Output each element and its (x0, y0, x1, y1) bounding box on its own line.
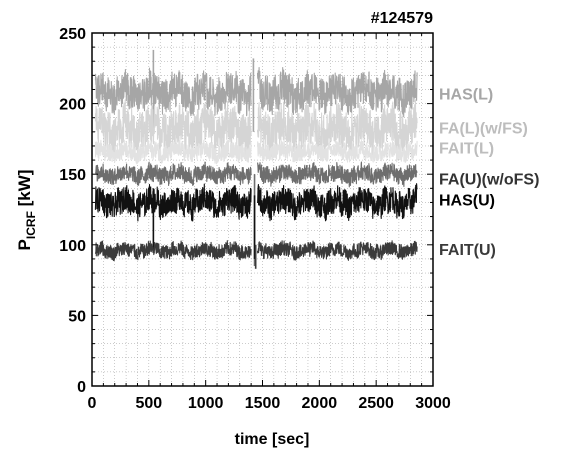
legend-label: FAIT(U) (439, 242, 496, 259)
y-tick-label: 150 (59, 167, 86, 184)
y-axis-label-subscript: ICRF (24, 211, 38, 239)
x-axis-label: time [sec] (235, 431, 310, 448)
series-layer (94, 49, 418, 269)
y-axis-label-main: P (15, 239, 34, 250)
legend-label: HAS(L) (439, 87, 493, 104)
series-FA(L)(w/FS) (94, 99, 418, 159)
legend-label: FAIT(L) (439, 140, 494, 157)
x-tick-label: 2500 (358, 395, 394, 412)
x-tick-label: 500 (135, 395, 162, 412)
series-FAIT(U) (94, 240, 418, 269)
y-tick-label: 100 (59, 238, 86, 255)
x-tick-label: 3000 (415, 395, 451, 412)
shot-number-label: #124579 (371, 10, 433, 27)
y-axis-label-unit: [kW] (15, 170, 34, 212)
series-trace (94, 99, 418, 159)
grid-layer (92, 33, 433, 386)
x-tick-label: 1000 (188, 395, 224, 412)
legend-label: HAS(U) (439, 193, 495, 210)
series-trace (94, 240, 418, 262)
y-tick-label: 250 (59, 26, 86, 43)
x-tick-label: 0 (88, 395, 97, 412)
x-tick-label: 1500 (245, 395, 281, 412)
legend-layer: HAS(L) FA(L)(w/FS) FAIT(L) FA(U)(w/oFS) HAS(… (439, 87, 539, 259)
tick-layer: 0 500 1000 1500 2000 2500 3000 0 50 100 150 200 250 (59, 26, 451, 412)
series-trace (94, 161, 418, 188)
legend-label: FA(L)(w/FS) (439, 121, 528, 138)
series-trace (94, 139, 418, 165)
series-trace (94, 183, 418, 222)
x-tick-label: 2000 (302, 395, 338, 412)
series-HAS(U) (94, 183, 418, 259)
series-FAIT(L) (94, 139, 418, 165)
legend-label: FA(U)(w/oFS) (439, 171, 539, 188)
y-tick-label: 0 (77, 379, 86, 396)
y-tick-label: 50 (68, 308, 86, 325)
y-tick-label: 200 (59, 97, 86, 114)
y-axis-label: PICRF [kW] (15, 170, 38, 251)
series-trace (94, 66, 418, 118)
